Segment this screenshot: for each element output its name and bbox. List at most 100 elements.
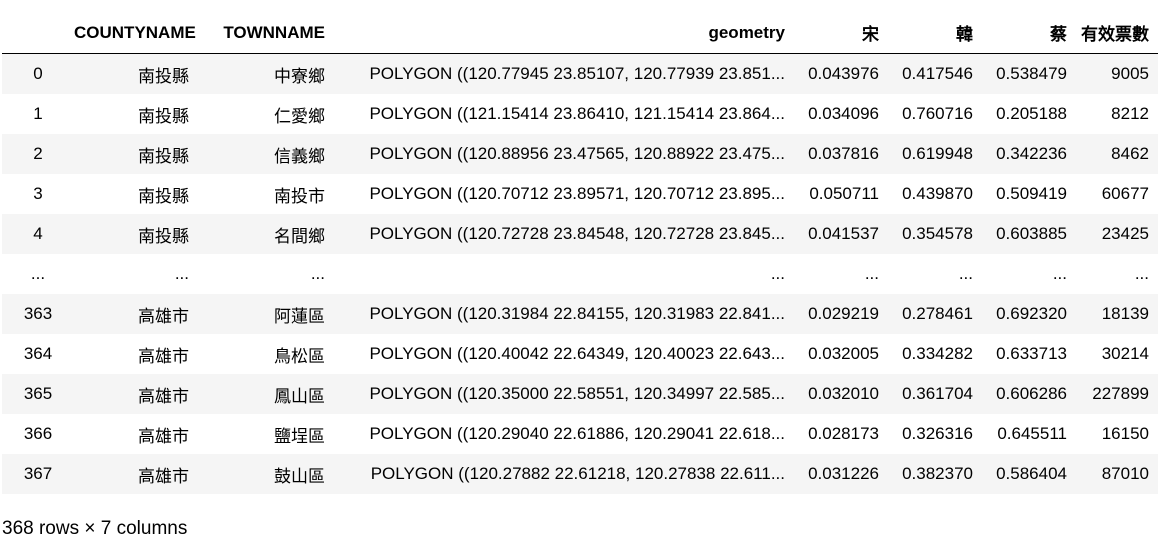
han-cell: 0.417546 — [888, 53, 982, 94]
column-header-tsai: 蔡 — [982, 12, 1076, 54]
geometry-cell: POLYGON ((121.15414 23.86410, 121.15414 … — [334, 94, 794, 134]
index-header — [2, 12, 74, 54]
valid-votes-cell: 8462 — [1076, 134, 1158, 174]
county-cell: 高雄市 — [74, 454, 198, 494]
soong-cell: 0.050711 — [794, 174, 888, 214]
valid-votes-cell: 87010 — [1076, 454, 1158, 494]
town-cell: ... — [198, 254, 334, 294]
town-cell: 信義鄉 — [198, 134, 334, 174]
table-row: 366 高雄市 鹽埕區 POLYGON ((120.29040 22.61886, 1… — [2, 414, 1158, 454]
county-cell: 南投縣 — [74, 214, 198, 254]
row-column-count: 368 rows × 7 columns — [2, 518, 188, 539]
dataframe-table: COUNTYNAME TOWNNAME geometry 宋 韓 蔡 有效票數 … — [2, 12, 1158, 494]
geometry-cell: POLYGON ((120.35000 22.58551, 120.34997 … — [334, 374, 794, 414]
valid-votes-cell: 23425 — [1076, 214, 1158, 254]
town-cell: 中寮鄉 — [198, 53, 334, 94]
county-cell: 南投縣 — [74, 53, 198, 94]
valid-votes-cell: 227899 — [1076, 374, 1158, 414]
row-index: 367 — [2, 454, 74, 494]
column-header-han: 韓 — [888, 12, 982, 54]
row-index: 365 — [2, 374, 74, 414]
valid-votes-cell: 16150 — [1076, 414, 1158, 454]
tsai-cell: 0.603885 — [982, 214, 1076, 254]
county-cell: 高雄市 — [74, 334, 198, 374]
geometry-cell: ... — [334, 254, 794, 294]
county-cell: 南投縣 — [74, 134, 198, 174]
table-row: 0 南投縣 中寮鄉 POLYGON ((120.77945 23.85107, 120… — [2, 53, 1158, 94]
table-row: 364 高雄市 鳥松區 POLYGON ((120.40042 22.64349, 1… — [2, 334, 1158, 374]
valid-votes-cell: 60677 — [1076, 174, 1158, 214]
soong-cell: 0.043976 — [794, 53, 888, 94]
geometry-cell: POLYGON ((120.77945 23.85107, 120.77939 … — [334, 53, 794, 94]
county-cell: 高雄市 — [74, 414, 198, 454]
geometry-cell: POLYGON ((120.31984 22.84155, 120.31983 … — [334, 294, 794, 334]
tsai-cell: 0.586404 — [982, 454, 1076, 494]
soong-cell: 0.034096 — [794, 94, 888, 134]
table-body: 0 南投縣 中寮鄉 POLYGON ((120.77945 23.85107, 120… — [2, 53, 1158, 494]
row-index: 363 — [2, 294, 74, 334]
soong-cell: 0.029219 — [794, 294, 888, 334]
soong-cell: 0.031226 — [794, 454, 888, 494]
town-cell: 南投市 — [198, 174, 334, 214]
tsai-cell: 0.342236 — [982, 134, 1076, 174]
row-index: 0 — [2, 53, 74, 94]
valid-votes-cell: 8212 — [1076, 94, 1158, 134]
tsai-cell: 0.509419 — [982, 174, 1076, 214]
soong-cell: 0.037816 — [794, 134, 888, 174]
town-cell: 仁愛鄉 — [198, 94, 334, 134]
county-cell: 高雄市 — [74, 294, 198, 334]
column-header-geometry: geometry — [334, 12, 794, 54]
table-row: 4 南投縣 名間鄉 POLYGON ((120.72728 23.84548, 120… — [2, 214, 1158, 254]
column-header-countyname: COUNTYNAME — [74, 12, 198, 54]
geometry-cell: POLYGON ((120.70712 23.89571, 120.70712 … — [334, 174, 794, 214]
han-cell: 0.439870 — [888, 174, 982, 214]
han-cell: 0.361704 — [888, 374, 982, 414]
han-cell: ... — [888, 254, 982, 294]
row-index: ... — [2, 254, 74, 294]
han-cell: 0.334282 — [888, 334, 982, 374]
soong-cell: 0.032005 — [794, 334, 888, 374]
han-cell: 0.760716 — [888, 94, 982, 134]
town-cell: 名間鄉 — [198, 214, 334, 254]
town-cell: 鼓山區 — [198, 454, 334, 494]
table-row: 2 南投縣 信義鄉 POLYGON ((120.88956 23.47565, 120… — [2, 134, 1158, 174]
soong-cell: 0.028173 — [794, 414, 888, 454]
county-cell: 南投縣 — [74, 94, 198, 134]
soong-cell: 0.032010 — [794, 374, 888, 414]
column-header-soong: 宋 — [794, 12, 888, 54]
tsai-cell: 0.538479 — [982, 53, 1076, 94]
geometry-cell: POLYGON ((120.40042 22.64349, 120.40023 … — [334, 334, 794, 374]
table-row: 365 高雄市 鳳山區 POLYGON ((120.35000 22.58551, 1… — [2, 374, 1158, 414]
geometry-cell: POLYGON ((120.27882 22.61218, 120.27838 … — [334, 454, 794, 494]
row-index: 1 — [2, 94, 74, 134]
town-cell: 鹽埕區 — [198, 414, 334, 454]
tsai-cell: 0.606286 — [982, 374, 1076, 414]
row-index: 2 — [2, 134, 74, 174]
column-header-townname: TOWNNAME — [198, 12, 334, 54]
row-index: 3 — [2, 174, 74, 214]
soong-cell: ... — [794, 254, 888, 294]
valid-votes-cell: 9005 — [1076, 53, 1158, 94]
geometry-cell: POLYGON ((120.72728 23.84548, 120.72728 … — [334, 214, 794, 254]
town-cell: 鳳山區 — [198, 374, 334, 414]
valid-votes-cell: 30214 — [1076, 334, 1158, 374]
tsai-cell: 0.692320 — [982, 294, 1076, 334]
han-cell: 0.278461 — [888, 294, 982, 334]
table-row: 363 高雄市 阿蓮區 POLYGON ((120.31984 22.84155, 1… — [2, 294, 1158, 334]
county-cell: 高雄市 — [74, 374, 198, 414]
geometry-cell: POLYGON ((120.88956 23.47565, 120.88922 … — [334, 134, 794, 174]
row-index: 4 — [2, 214, 74, 254]
ellipsis-row: ........................ — [2, 254, 1158, 294]
town-cell: 鳥松區 — [198, 334, 334, 374]
column-header-valid-votes: 有效票數 — [1076, 12, 1158, 54]
row-index: 366 — [2, 414, 74, 454]
han-cell: 0.619948 — [888, 134, 982, 174]
valid-votes-cell: ... — [1076, 254, 1158, 294]
table-header: COUNTYNAME TOWNNAME geometry 宋 韓 蔡 有效票數 — [2, 12, 1158, 54]
county-cell: ... — [74, 254, 198, 294]
row-index: 364 — [2, 334, 74, 374]
han-cell: 0.326316 — [888, 414, 982, 454]
geometry-cell: POLYGON ((120.29040 22.61886, 120.29041 … — [334, 414, 794, 454]
town-cell: 阿蓮區 — [198, 294, 334, 334]
